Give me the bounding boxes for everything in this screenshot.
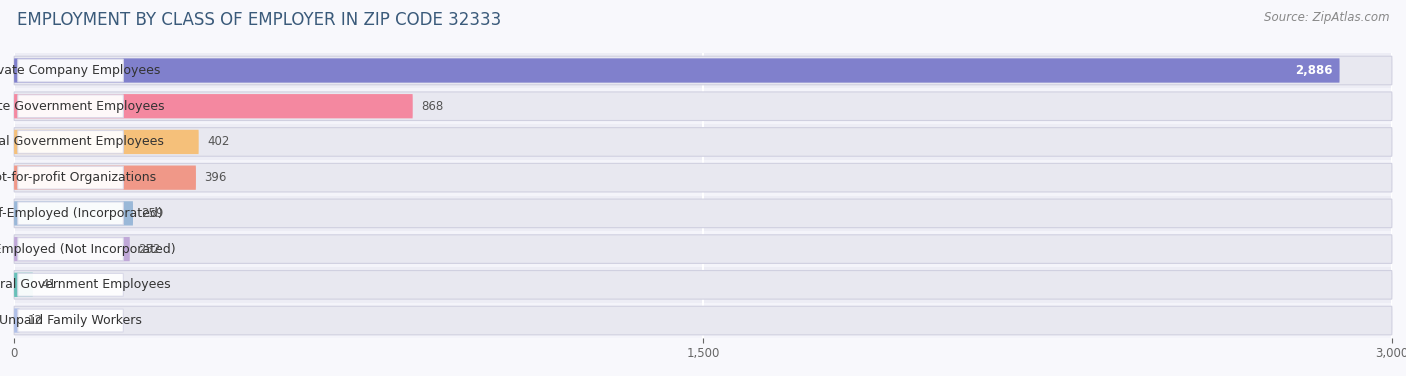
Bar [14, 88, 1392, 124]
Text: Unpaid Family Workers: Unpaid Family Workers [0, 314, 142, 327]
Bar [14, 303, 1392, 338]
Text: Not-for-profit Organizations: Not-for-profit Organizations [0, 171, 156, 184]
Bar [14, 124, 1392, 160]
Text: Self-Employed (Incorporated): Self-Employed (Incorporated) [0, 207, 163, 220]
Text: 396: 396 [204, 171, 226, 184]
Bar [14, 160, 1392, 196]
FancyBboxPatch shape [14, 237, 129, 261]
FancyBboxPatch shape [18, 238, 124, 261]
FancyBboxPatch shape [14, 165, 195, 190]
Bar [14, 267, 1392, 303]
Text: 41: 41 [41, 278, 56, 291]
FancyBboxPatch shape [14, 163, 1392, 192]
FancyBboxPatch shape [18, 166, 124, 189]
Bar [14, 231, 1392, 267]
Text: 402: 402 [207, 135, 229, 149]
FancyBboxPatch shape [14, 201, 134, 226]
FancyBboxPatch shape [18, 273, 124, 296]
FancyBboxPatch shape [14, 128, 1392, 156]
Text: Private Company Employees: Private Company Employees [0, 64, 160, 77]
Bar [14, 196, 1392, 231]
Text: Source: ZipAtlas.com: Source: ZipAtlas.com [1264, 11, 1389, 24]
Text: Federal Government Employees: Federal Government Employees [0, 278, 172, 291]
FancyBboxPatch shape [14, 94, 413, 118]
Text: 868: 868 [420, 100, 443, 113]
FancyBboxPatch shape [14, 92, 1392, 120]
FancyBboxPatch shape [14, 58, 1340, 83]
Text: 12: 12 [28, 314, 42, 327]
FancyBboxPatch shape [18, 95, 124, 118]
FancyBboxPatch shape [18, 130, 124, 153]
Bar [14, 53, 1392, 88]
FancyBboxPatch shape [18, 59, 124, 82]
FancyBboxPatch shape [14, 235, 1392, 263]
FancyBboxPatch shape [14, 273, 32, 297]
FancyBboxPatch shape [14, 308, 20, 333]
FancyBboxPatch shape [18, 309, 124, 332]
FancyBboxPatch shape [14, 56, 1392, 85]
Text: Self-Employed (Not Incorporated): Self-Employed (Not Incorporated) [0, 243, 176, 256]
Text: EMPLOYMENT BY CLASS OF EMPLOYER IN ZIP CODE 32333: EMPLOYMENT BY CLASS OF EMPLOYER IN ZIP C… [17, 11, 501, 29]
FancyBboxPatch shape [14, 130, 198, 154]
Text: State Government Employees: State Government Employees [0, 100, 165, 113]
FancyBboxPatch shape [14, 306, 1392, 335]
Text: 259: 259 [141, 207, 163, 220]
FancyBboxPatch shape [14, 271, 1392, 299]
FancyBboxPatch shape [18, 202, 124, 225]
Text: 2,886: 2,886 [1295, 64, 1333, 77]
FancyBboxPatch shape [14, 199, 1392, 228]
Text: 252: 252 [138, 243, 160, 256]
Text: Local Government Employees: Local Government Employees [0, 135, 165, 149]
